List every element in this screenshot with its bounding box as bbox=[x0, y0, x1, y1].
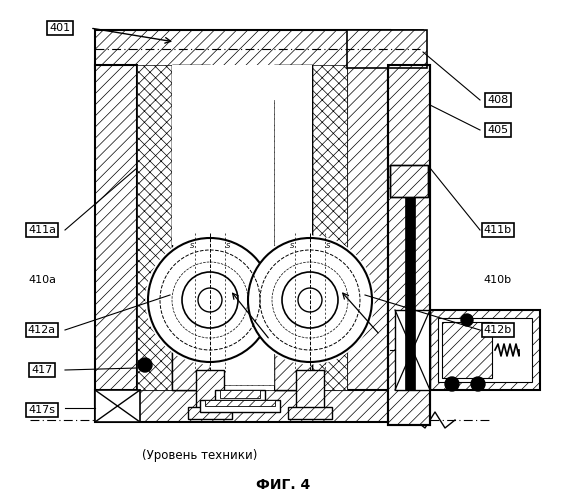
Text: S: S bbox=[290, 243, 294, 249]
Bar bbox=[210, 65, 274, 390]
Bar bbox=[388, 30, 423, 80]
Bar bbox=[220, 390, 260, 398]
Circle shape bbox=[445, 377, 459, 391]
Circle shape bbox=[182, 272, 238, 328]
Text: 408: 408 bbox=[488, 95, 509, 105]
Text: (Уровень техники): (Уровень техники) bbox=[142, 448, 257, 462]
Bar bbox=[137, 65, 347, 390]
Text: 410b: 410b bbox=[484, 275, 512, 285]
Bar bbox=[395, 310, 430, 390]
Bar bbox=[210, 100, 274, 385]
Text: 410a: 410a bbox=[28, 275, 56, 285]
Bar bbox=[430, 310, 540, 390]
Text: ФИГ. 4: ФИГ. 4 bbox=[256, 478, 310, 492]
Text: 417s: 417s bbox=[28, 405, 56, 415]
Circle shape bbox=[148, 238, 272, 362]
Bar bbox=[347, 30, 427, 68]
Circle shape bbox=[461, 314, 473, 326]
Bar bbox=[210, 100, 274, 385]
Bar bbox=[390, 165, 428, 197]
Circle shape bbox=[282, 272, 338, 328]
Bar bbox=[196, 370, 224, 410]
Bar bbox=[188, 407, 232, 419]
Bar bbox=[274, 65, 312, 390]
Bar bbox=[438, 318, 532, 382]
Circle shape bbox=[138, 358, 152, 372]
Circle shape bbox=[248, 238, 372, 362]
Bar bbox=[288, 407, 332, 419]
Bar bbox=[312, 65, 347, 390]
Circle shape bbox=[146, 236, 274, 364]
Bar bbox=[172, 65, 210, 390]
Text: 401: 401 bbox=[49, 23, 70, 33]
Bar bbox=[95, 390, 390, 422]
Bar bbox=[274, 65, 312, 245]
Text: 411b: 411b bbox=[484, 225, 512, 235]
Bar bbox=[274, 65, 312, 390]
Text: 405: 405 bbox=[488, 125, 509, 135]
Bar bbox=[210, 65, 274, 390]
Text: 417: 417 bbox=[31, 365, 53, 375]
Bar bbox=[274, 65, 312, 390]
Circle shape bbox=[471, 377, 485, 391]
Text: 411a: 411a bbox=[28, 225, 56, 235]
Bar bbox=[172, 65, 210, 245]
Bar bbox=[388, 65, 430, 425]
Text: S: S bbox=[226, 243, 230, 249]
Bar bbox=[442, 322, 492, 378]
Bar bbox=[95, 30, 390, 68]
Text: S: S bbox=[190, 243, 194, 249]
Bar bbox=[95, 65, 137, 405]
Circle shape bbox=[246, 236, 374, 364]
Bar bbox=[242, 65, 272, 390]
Bar bbox=[172, 65, 210, 390]
Bar bbox=[388, 55, 423, 75]
Circle shape bbox=[198, 288, 222, 312]
Text: 412b: 412b bbox=[484, 325, 512, 335]
Bar bbox=[405, 195, 415, 390]
Bar bbox=[215, 105, 269, 380]
Bar bbox=[137, 65, 172, 390]
Bar bbox=[205, 400, 275, 406]
Text: 412a: 412a bbox=[28, 325, 56, 335]
Bar bbox=[296, 370, 324, 410]
Bar bbox=[172, 65, 210, 390]
Bar bbox=[347, 65, 389, 405]
Bar bbox=[200, 400, 280, 412]
Circle shape bbox=[298, 288, 322, 312]
Bar bbox=[215, 390, 265, 405]
Bar bbox=[95, 390, 140, 422]
Text: S: S bbox=[326, 243, 330, 249]
Bar bbox=[390, 165, 428, 197]
Bar bbox=[210, 65, 240, 390]
Bar bbox=[388, 65, 430, 425]
